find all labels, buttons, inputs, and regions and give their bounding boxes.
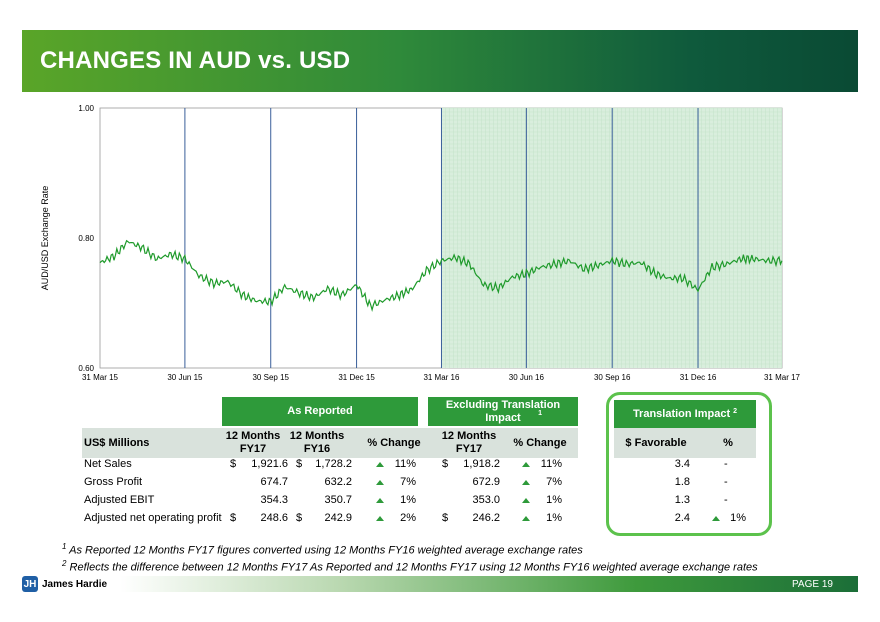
fy16-value: 632.2 [324, 476, 352, 488]
favorable-value: 1.8 [674, 476, 690, 488]
change-value: 7% [400, 476, 416, 488]
logo-text: James Hardie [42, 578, 108, 590]
y-tick-label: 0.60 [78, 364, 94, 373]
results-table: As Reported Excluding Translation Impact… [82, 397, 578, 524]
exchange-rate-line [99, 239, 783, 313]
up-arrow-icon [522, 516, 530, 521]
currency-symbol: $ [230, 458, 237, 470]
ex-fy17-value: 672.9 [472, 476, 500, 488]
fy16-value: 242.9 [324, 512, 352, 524]
column-header-band [82, 428, 578, 458]
impact-pct-value: - [724, 494, 728, 506]
ex-change-value: 1% [546, 512, 562, 524]
x-tick-label: 30 Jun 16 [509, 373, 545, 382]
footnote-2-marker: 2 [733, 407, 738, 415]
up-arrow-icon [376, 462, 384, 467]
favorable-value: 2.4 [674, 512, 690, 524]
up-arrow-icon [376, 480, 384, 485]
currency-symbol: $ [230, 512, 237, 524]
currency-symbol: $ [442, 458, 449, 470]
x-tick-label: 31 Mar 17 [764, 373, 801, 382]
row-label: Gross Profit [84, 476, 143, 488]
title-banner: CHANGES IN AUD vs. USD [22, 30, 858, 92]
fy17-value: 1,921.6 [251, 458, 288, 470]
footnote-1-mark: 1 [62, 542, 67, 551]
logo-icon: JH [22, 576, 38, 592]
footnote-1-text: As Reported 12 Months FY17 figures conve… [69, 544, 583, 557]
col-favorable: $ Favorable [625, 437, 687, 449]
x-tick-label: 31 Dec 15 [338, 373, 375, 382]
y-tick-label: 1.00 [78, 104, 94, 113]
row-label: Adjusted net operating profit [84, 512, 222, 524]
favorable-value: 1.3 [674, 494, 690, 506]
col-fy16: 12 Months FY16 [289, 430, 345, 455]
currency-symbol: $ [442, 512, 449, 524]
row-label: Adjusted EBIT [84, 494, 155, 506]
up-arrow-icon [712, 516, 720, 521]
x-tick-label: 30 Jun 15 [167, 373, 203, 382]
up-arrow-icon [376, 498, 384, 503]
change-value: 11% [394, 458, 416, 470]
up-arrow-icon [522, 498, 530, 503]
excluding-translation-header: Excluding Translation Impact 1 [428, 397, 578, 426]
impact-pct-value: 1% [730, 512, 746, 524]
col-pct: % [723, 437, 733, 449]
col-change: % Change [367, 437, 421, 449]
up-arrow-icon [522, 462, 530, 467]
change-value: 2% [400, 512, 416, 524]
up-arrow-icon [522, 480, 530, 485]
page-number: PAGE 19 [792, 579, 833, 590]
favorable-value: 3.4 [674, 458, 690, 470]
translation-subheader-band [614, 428, 756, 458]
page-title: CHANGES IN AUD vs. USD [40, 47, 351, 74]
ex-fy17-value: 1,918.2 [463, 458, 500, 470]
ex-change-value: 7% [546, 476, 562, 488]
x-tick-label: 30 Sep 15 [252, 373, 289, 382]
footnote-1-marker: 1 [538, 410, 542, 417]
col-ex-fy17: 12 Months FY17 [441, 430, 497, 455]
up-arrow-icon [376, 516, 384, 521]
footnote-2: 2 Reflects the difference between 12 Mon… [62, 559, 758, 574]
x-tick-label: 31 Dec 16 [680, 373, 717, 382]
excluding-translation-label: Excluding Translation Impact [445, 398, 561, 424]
translation-impact-label: Translation Impact [632, 407, 731, 420]
x-tick-label: 31 Mar 15 [82, 373, 119, 382]
currency-symbol: $ [296, 458, 303, 470]
translation-impact-header: Translation Impact 2 [614, 400, 756, 428]
footnote-1: 1 As Reported 12 Months FY17 figures con… [62, 542, 583, 557]
as-reported-header: As Reported [222, 397, 418, 426]
ex-fy17-value: 353.0 [472, 494, 500, 506]
y-tick-label: 0.80 [78, 234, 94, 243]
col-ex-change: % Change [513, 437, 567, 449]
col-fy17: 12 Months FY17 [225, 430, 281, 455]
footnote-2-text: Reflects the difference between 12 Month… [69, 561, 758, 574]
currency-symbol: $ [296, 512, 303, 524]
row-label: Net Sales [84, 458, 132, 470]
footer-band [120, 576, 858, 592]
fy17-value: 674.7 [260, 476, 288, 488]
ex-change-value: 1% [546, 494, 562, 506]
impact-pct-value: - [724, 458, 728, 470]
company-logo: JH James Hardie [22, 575, 122, 593]
fy17-value: 354.3 [260, 494, 288, 506]
col-label: US$ Millions [84, 437, 150, 449]
exchange-rate-chart: 31 Mar 15 30 Jun 15 30 Sep 15 31 Dec 15 31 M… [40, 104, 801, 382]
fy16-value: 350.7 [324, 494, 352, 506]
y-axis-label: AUD/USD Exchange Rate [40, 186, 50, 291]
x-tick-label: 30 Sep 16 [594, 373, 631, 382]
x-tick-label: 31 Mar 16 [423, 373, 460, 382]
impact-pct-value: - [724, 476, 728, 488]
ex-change-value: 11% [540, 458, 562, 470]
footnote-2-mark: 2 [62, 559, 67, 568]
change-value: 1% [400, 494, 416, 506]
fy17-value: 248.6 [260, 512, 288, 524]
ex-fy17-value: 246.2 [472, 512, 500, 524]
fy16-value: 1,728.2 [315, 458, 352, 470]
